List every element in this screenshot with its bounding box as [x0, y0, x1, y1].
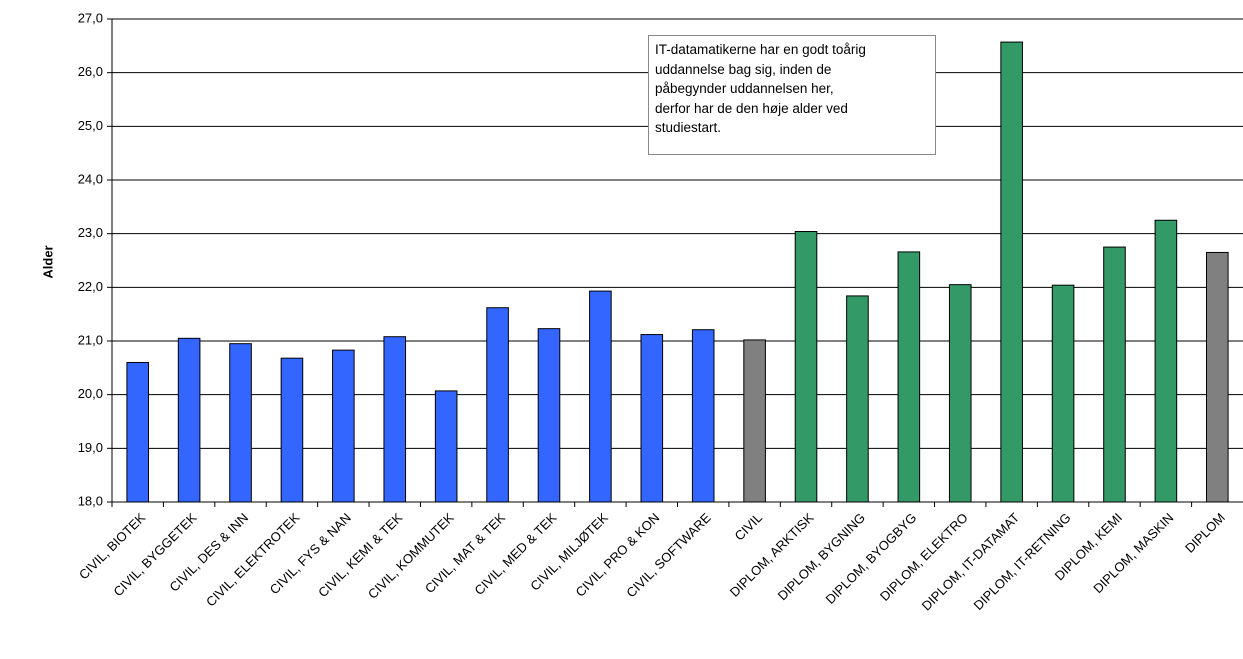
- bar: [537, 328, 561, 503]
- bar: [589, 290, 612, 503]
- bar: [1051, 284, 1075, 503]
- bar: [1000, 41, 1023, 503]
- bar: [177, 337, 201, 503]
- bar: [280, 357, 304, 503]
- y-tick-label: 20,0: [78, 386, 103, 401]
- bar: [897, 251, 921, 503]
- bar: [1205, 251, 1229, 503]
- x-tick-label: DIPLOM, BYOGBYG: [822, 510, 919, 607]
- bar: [126, 361, 150, 503]
- bar: [486, 307, 509, 503]
- bar: [640, 334, 664, 503]
- x-tick-label: CIVIL: [732, 510, 766, 544]
- annotation-line: påbegynder uddannelsen her,: [655, 81, 834, 96]
- y-tick-label: 23,0: [78, 225, 103, 240]
- y-tick-label: 22,0: [78, 279, 103, 294]
- annotation-line: derfor har de den høje alder ved: [655, 100, 848, 116]
- x-tick-label: DIPLOM, ELEKTRO: [877, 510, 971, 604]
- y-tick-label: 27,0: [78, 10, 103, 25]
- y-tick-label: 24,0: [78, 171, 103, 186]
- y-tick-label: 21,0: [78, 332, 103, 347]
- y-tick-label: 26,0: [78, 64, 103, 79]
- bar: [383, 336, 407, 503]
- bar: [1154, 219, 1178, 503]
- annotation-line: IT-datamatikerne har en godt toårig: [655, 42, 866, 57]
- annotation-line: uddannelse bag sig, inden de: [655, 61, 832, 77]
- y-tick-label: 25,0: [78, 118, 103, 133]
- bar: [846, 295, 869, 503]
- x-tick-label: CIVIL, KOMMUTEK: [365, 510, 457, 602]
- annotation-line: studiestart.: [655, 120, 722, 135]
- bar: [948, 284, 972, 503]
- bar: [434, 390, 458, 503]
- annotation: IT-datamatikerne har en godt toårig uddan…: [648, 35, 936, 155]
- x-tick-label: CIVIL, ELEKTROTEK: [203, 510, 303, 610]
- x-tick-label: DIPLOM, IT-DATAMAT: [919, 510, 1023, 614]
- x-tick-label: DIPLOM, IT-RETNING: [971, 510, 1074, 613]
- y-tick-label: 19,0: [78, 440, 103, 455]
- x-tick-label: DIPLOM, BYGNING: [775, 510, 868, 603]
- bar: [743, 339, 766, 503]
- bar: [1103, 246, 1126, 503]
- y-axis-title: Alder: [40, 245, 55, 278]
- x-tick-label: DIPLOM: [1182, 510, 1228, 556]
- bar: [794, 231, 818, 503]
- bar: [229, 343, 252, 503]
- y-tick-label: 18,0: [78, 493, 103, 508]
- bar: [691, 329, 715, 503]
- bar: [332, 349, 355, 503]
- x-tick-label: CIVIL, SOFTWARE: [623, 510, 714, 601]
